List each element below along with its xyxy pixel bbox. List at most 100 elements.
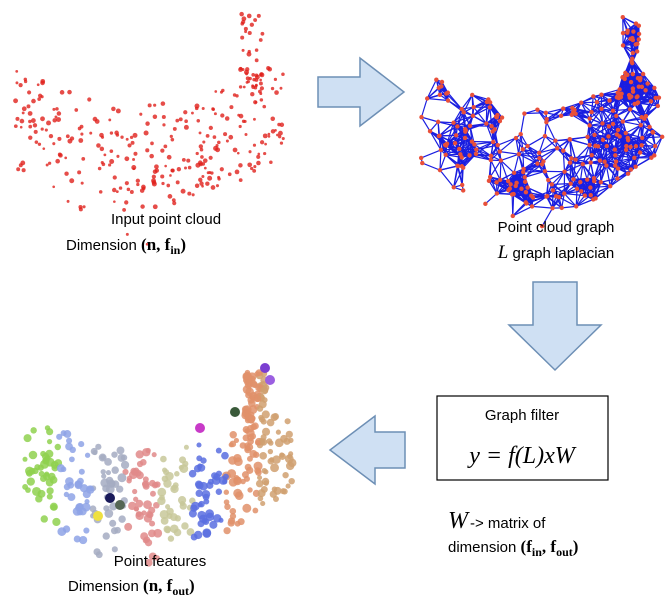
point — [174, 529, 182, 537]
point — [204, 167, 207, 170]
point — [262, 105, 266, 109]
math: (n, f — [143, 576, 173, 595]
edge — [440, 170, 454, 187]
point — [585, 177, 589, 181]
point — [255, 440, 260, 445]
point — [438, 168, 442, 172]
point — [181, 189, 186, 194]
point — [600, 121, 604, 125]
point — [560, 206, 564, 210]
point — [47, 439, 52, 444]
point — [15, 70, 18, 73]
point — [456, 164, 460, 168]
input-title: Input point cloud — [111, 211, 221, 228]
point — [47, 494, 53, 500]
point — [647, 125, 651, 129]
point — [495, 115, 499, 119]
point — [253, 165, 256, 168]
point — [519, 132, 523, 136]
point — [524, 190, 528, 194]
point — [64, 492, 69, 497]
point — [535, 161, 539, 165]
point — [271, 129, 276, 134]
point — [132, 489, 137, 494]
point — [252, 78, 256, 82]
point — [254, 395, 261, 402]
point — [241, 68, 244, 71]
point — [471, 114, 475, 118]
point — [228, 135, 233, 140]
point — [247, 14, 252, 19]
edge — [422, 98, 428, 117]
point — [233, 148, 238, 153]
point — [259, 79, 262, 82]
point — [457, 147, 461, 151]
point — [253, 118, 256, 121]
point — [166, 513, 172, 519]
edge — [422, 163, 440, 170]
point — [38, 464, 44, 470]
point — [257, 153, 260, 156]
point — [499, 158, 503, 162]
point — [537, 151, 541, 155]
point — [27, 477, 35, 485]
point — [288, 459, 296, 467]
point — [110, 131, 113, 134]
point — [628, 95, 632, 99]
point — [616, 128, 620, 132]
point — [163, 144, 167, 148]
point — [254, 462, 263, 471]
point — [42, 147, 45, 150]
point — [214, 90, 217, 93]
point — [630, 57, 634, 61]
point — [621, 43, 625, 47]
point — [259, 73, 262, 76]
diagram: Input point cloud Dimension (n, fin) Poi… — [0, 0, 671, 600]
point — [120, 136, 123, 139]
point — [280, 141, 283, 144]
point — [25, 487, 31, 493]
point — [274, 78, 277, 81]
point — [81, 182, 84, 185]
point — [192, 193, 195, 196]
point — [523, 175, 527, 179]
point — [153, 104, 156, 107]
point — [92, 450, 97, 455]
point — [67, 90, 72, 95]
point — [176, 180, 180, 184]
point — [101, 469, 106, 474]
point — [641, 72, 645, 76]
point — [140, 532, 148, 540]
point — [124, 200, 128, 204]
point — [614, 114, 618, 118]
math-sub: in — [532, 545, 542, 559]
point — [108, 118, 111, 121]
cluster-point — [105, 493, 115, 503]
point — [251, 73, 255, 77]
point — [98, 167, 102, 171]
point — [525, 185, 529, 189]
point — [571, 177, 575, 181]
point — [614, 159, 618, 163]
point — [153, 169, 158, 174]
math-sub: in — [170, 243, 180, 257]
point — [112, 546, 118, 552]
point — [446, 98, 450, 102]
point — [45, 128, 48, 131]
point — [506, 179, 510, 183]
point — [148, 103, 152, 107]
point — [82, 503, 91, 512]
point — [247, 396, 254, 403]
point — [267, 67, 272, 72]
point — [37, 83, 40, 86]
point — [179, 456, 186, 463]
point — [626, 172, 630, 176]
point — [419, 156, 423, 160]
point — [103, 153, 106, 156]
point — [16, 81, 19, 84]
note-line2: dimension (fin, fout) — [448, 537, 578, 559]
point — [31, 99, 36, 104]
point — [637, 32, 641, 36]
point — [260, 140, 264, 144]
point — [498, 149, 502, 153]
